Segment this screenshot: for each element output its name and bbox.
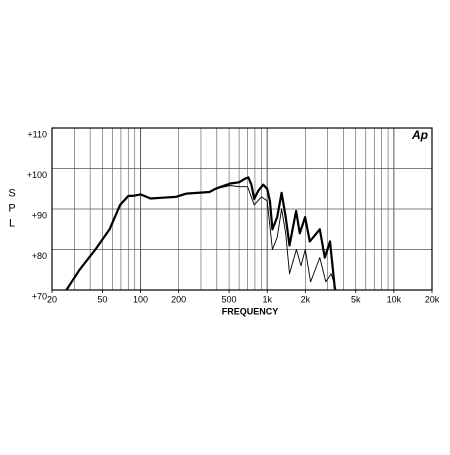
x-tick-label: 1k	[262, 294, 272, 304]
x-tick-label: 20k	[425, 294, 440, 304]
x-tick-label: 500	[222, 294, 237, 304]
logo: Ap	[411, 128, 428, 142]
y-axis-label: SPL	[6, 188, 18, 233]
y-tick-label: +70	[32, 291, 47, 301]
y-tick-label: +110	[27, 129, 47, 139]
x-axis-label: FREQUENCY	[222, 306, 279, 316]
x-tick-label: 10k	[387, 294, 402, 304]
x-tick-label: 100	[133, 294, 148, 304]
y-tick-label: +80	[32, 251, 47, 261]
series-line	[66, 185, 337, 291]
y-tick-label: +90	[32, 210, 47, 220]
x-tick-label: 5k	[351, 294, 361, 304]
plot-frame	[51, 127, 433, 291]
x-tick-label: 20	[47, 294, 57, 304]
x-tick-label: 200	[171, 294, 186, 304]
x-tick-label: 50	[97, 294, 107, 304]
x-tick-label: 2k	[301, 294, 311, 304]
y-tick-label: +100	[27, 170, 47, 180]
